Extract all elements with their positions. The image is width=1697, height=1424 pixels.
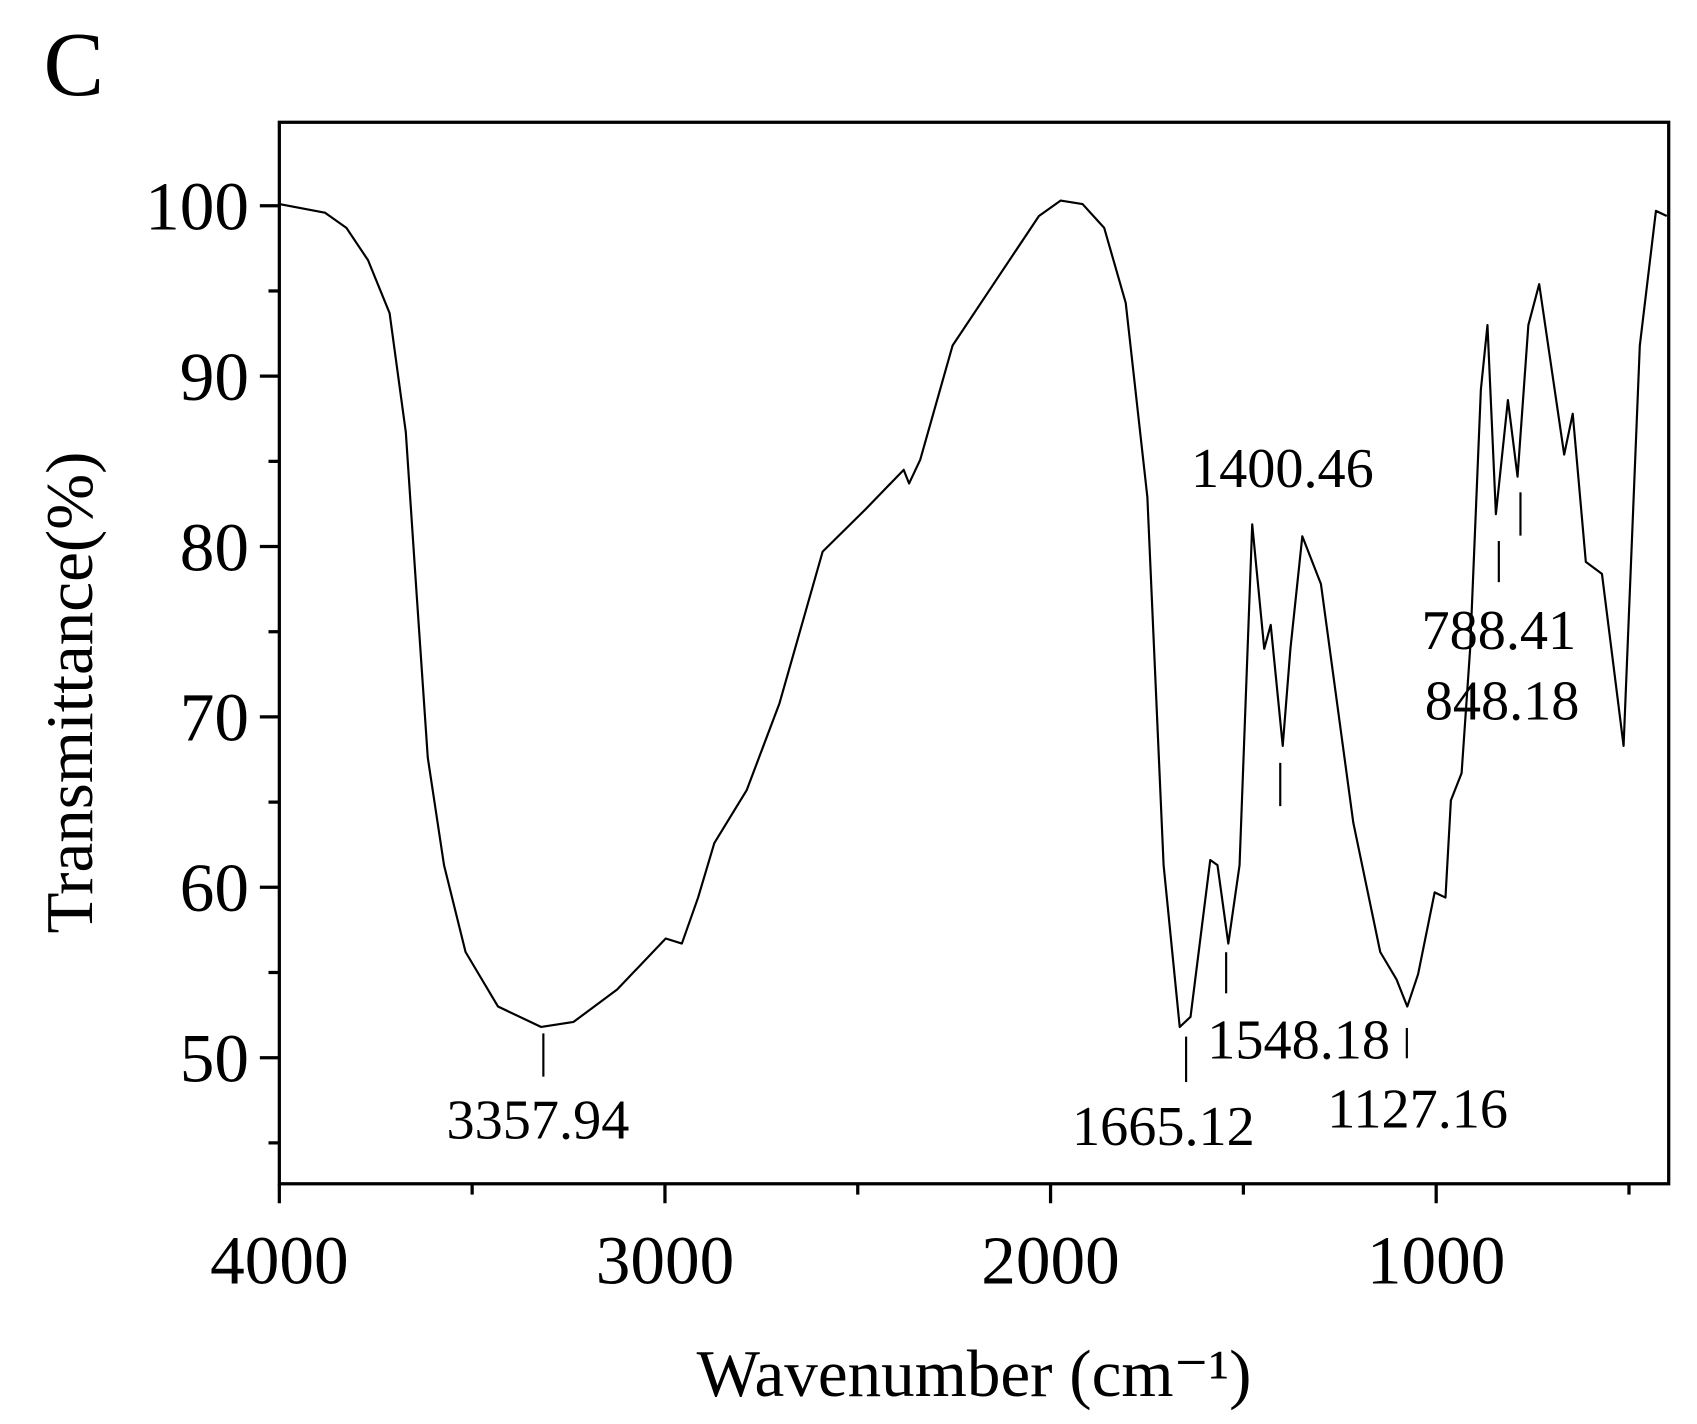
y-tick-label: 90: [180, 338, 249, 415]
spectrum-line: [279, 199, 1668, 1029]
peak-annotation: 848.18: [1425, 671, 1580, 733]
panel-label: C: [43, 14, 104, 115]
y-tick-label: 50: [180, 1020, 249, 1097]
peak-annotation: 1400.46: [1191, 438, 1374, 500]
y-tick-label: 70: [180, 679, 249, 756]
peak-annotation: 3357.94: [447, 1089, 630, 1151]
peak-annotation: 788.41: [1421, 600, 1576, 662]
x-tick-label: 1000: [1367, 1221, 1505, 1298]
y-axis-label: Transmittance(%): [32, 452, 107, 934]
peak-annotation: 1665.12: [1072, 1096, 1255, 1158]
x-tick-label: 2000: [981, 1221, 1120, 1298]
peak-annotation: 1548.18: [1207, 1009, 1390, 1071]
x-tick-label: 4000: [210, 1221, 348, 1298]
y-tick-label: 60: [180, 849, 249, 926]
y-tick-label: 80: [180, 508, 249, 585]
x-axis-label: Wavenumber (cm⁻¹): [697, 1336, 1252, 1411]
y-tick-label: 100: [145, 168, 249, 245]
plot-frame: [277, 120, 1671, 1186]
peak-annotation: 1127.16: [1327, 1079, 1508, 1141]
x-tick-label: 3000: [596, 1221, 735, 1298]
